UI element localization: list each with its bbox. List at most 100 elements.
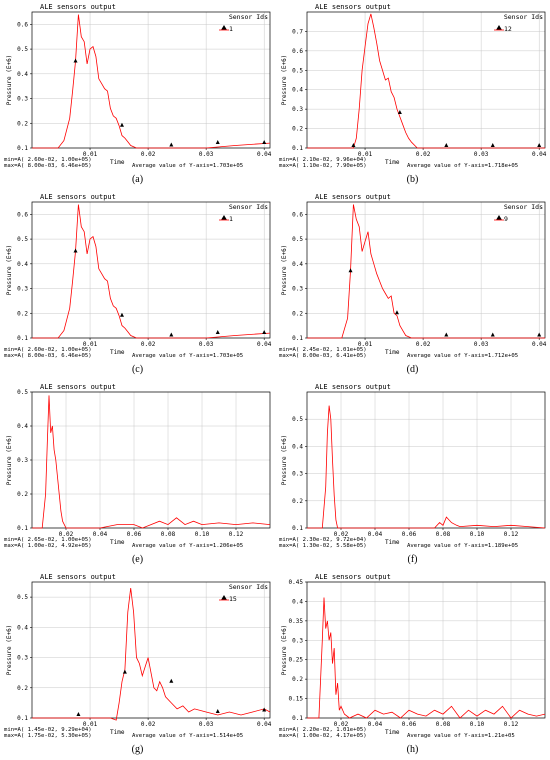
x-tick-label: 0.06: [402, 531, 417, 538]
y-tick-label: 0.1: [292, 335, 303, 342]
x-tick-label: 0.04: [257, 341, 272, 348]
legend-marker: [496, 215, 502, 220]
y-tick-label: 0.2: [292, 676, 303, 683]
series-line: [307, 204, 545, 339]
stat-min: min=A( 2.30e-02, 9.72e+04): [279, 537, 367, 543]
y-tick-label: 0.4: [292, 598, 303, 605]
y-axis-label: Pressure (E+6): [6, 55, 13, 106]
x-axis-label: Time: [385, 539, 400, 546]
x-tick-label: 0.06: [127, 531, 142, 538]
data-marker: [397, 110, 402, 115]
y-axis-label: Pressure (E+6): [6, 625, 13, 676]
y-tick-label: 0.1: [292, 525, 303, 532]
series-line: [307, 597, 546, 719]
data-marker: [490, 332, 495, 337]
y-axis-label: Pressure (E+6): [281, 625, 288, 676]
x-axis-label: Time: [385, 729, 400, 736]
legend-marker: [221, 25, 227, 30]
x-tick-label: 0.03: [199, 151, 214, 158]
chart-panel: ALE sensors output 0.01 0.02 0.03 0.04 0.1 0.2…: [0, 570, 275, 760]
legend-header: Sensor Ids: [229, 583, 268, 591]
data-marker: [122, 669, 127, 674]
y-tick-label: 0.3: [292, 471, 303, 478]
stat-min: min=A( 2.60e-02, 1.00e+05): [4, 157, 92, 163]
chart-panel: ALE sensors output 0.01 0.02 0.03 0.04 0.1 0.2…: [275, 0, 550, 190]
x-tick-label: 0.03: [199, 341, 214, 348]
y-tick-label: 0.1: [292, 715, 303, 722]
x-tick-label: 0.06: [402, 721, 417, 728]
chart-title: ALE sensors output: [40, 3, 116, 11]
average-value: Average value of Y-axis=1.718e+05: [407, 163, 518, 169]
y-tick-label: 0.4: [292, 261, 303, 268]
series-line: [32, 395, 271, 529]
data-marker: [537, 143, 542, 148]
legend-header: Sensor Ids: [504, 203, 543, 211]
stat-max: max=A( 8.00e-03, 6.46e+05): [4, 353, 92, 359]
stat-min: min=A( 2.45e-02, 1.01e+05): [279, 347, 367, 353]
chart-title: ALE sensors output: [315, 383, 391, 391]
x-axis-label: Time: [385, 349, 400, 356]
x-axis-label: Time: [110, 539, 125, 546]
series-line: [307, 13, 545, 149]
y-tick-label: 0.45: [289, 579, 304, 586]
chart-title: ALE sensors output: [40, 193, 116, 201]
chart-panel: ALE sensors output 0.01 0.02 0.03 0.04 0.1 0.2…: [0, 190, 275, 380]
stat-max: max=A( 8.00e-03, 6.41e+05): [279, 353, 367, 359]
stat-max: max=A( 1.10e-02, 7.90e+05): [279, 163, 367, 169]
y-tick-label: 0.3: [17, 655, 28, 662]
data-marker: [215, 708, 220, 713]
chart-panel: ALE sensors output 0.02 0.04 0.06 0.08 0.10 0.…: [275, 570, 550, 760]
x-tick-label: 0.04: [93, 531, 108, 538]
data-marker: [119, 312, 124, 317]
data-marker: [76, 711, 81, 716]
x-tick-label: 0.08: [161, 531, 176, 538]
y-tick-label: 0.35: [289, 618, 304, 625]
chart-panel: ALE sensors output 0.02 0.04 0.06 0.08 0.10 0.…: [0, 380, 275, 570]
y-tick-label: 0.4: [17, 423, 28, 430]
legend-entry: 12: [504, 25, 512, 33]
stat-min: min=A( 2.60e-02, 1.00e+05): [4, 347, 92, 353]
data-marker: [169, 678, 174, 683]
legend-header: Sensor Ids: [229, 13, 268, 21]
x-axis-label: Time: [110, 729, 125, 736]
average-value: Average value of Y-axis=1.703e+05: [132, 353, 243, 359]
y-tick-label: 0.1: [17, 335, 28, 342]
plot-frame: [306, 391, 546, 529]
x-tick-label: 0.12: [504, 531, 519, 538]
figure-caption: (e): [131, 554, 144, 565]
stat-max: max=A( 1.30e-02, 5.58e+05): [279, 543, 367, 549]
plot-frame: [31, 201, 271, 339]
x-tick-label: 0.08: [436, 721, 451, 728]
y-tick-label: 0.2: [17, 310, 28, 317]
chart-title: ALE sensors output: [315, 193, 391, 201]
data-marker: [444, 332, 449, 337]
stat-max: max=A( 1.00e-02, 4.17e+05): [279, 733, 367, 739]
chart-svg: ALE sensors output 0.01 0.02 0.03 0.04 0.1 0.2…: [279, 3, 547, 169]
legend-entry: 15: [229, 595, 237, 603]
figure-caption: (b): [406, 174, 419, 185]
y-tick-label: 0.4: [17, 71, 28, 78]
stat-max: max=A( 1.75e-02, 5.30e+05): [4, 733, 92, 739]
figure-caption: (d): [406, 364, 419, 375]
data-marker: [262, 140, 267, 145]
average-value: Average value of Y-axis=1.712e+05: [407, 353, 518, 359]
average-value: Average value of Y-axis=1.703e+05: [132, 163, 243, 169]
plot-frame: [31, 581, 271, 719]
y-axis-label: Pressure (E+6): [281, 245, 288, 296]
chart-panel: ALE sensors output 0.01 0.02 0.03 0.04 0.1 0.2…: [275, 190, 550, 380]
x-tick-label: 0.02: [334, 531, 349, 538]
figure-caption: (f): [407, 554, 418, 565]
y-tick-label: 0.6: [292, 48, 303, 55]
y-tick-label: 0.3: [17, 96, 28, 103]
data-marker: [119, 122, 124, 127]
y-tick-label: 0.2: [17, 491, 28, 498]
x-tick-label: 0.12: [504, 721, 519, 728]
y-tick-label: 0.3: [17, 286, 28, 293]
x-tick-label: 0.04: [257, 151, 272, 158]
chart-svg: ALE sensors output 0.01 0.02 0.03 0.04 0.1 0.2…: [4, 193, 272, 359]
y-tick-label: 0.25: [289, 657, 304, 664]
x-axis-label: Time: [385, 159, 400, 166]
figure-caption: (g): [131, 744, 144, 755]
data-marker: [348, 268, 353, 273]
data-marker: [215, 140, 220, 145]
